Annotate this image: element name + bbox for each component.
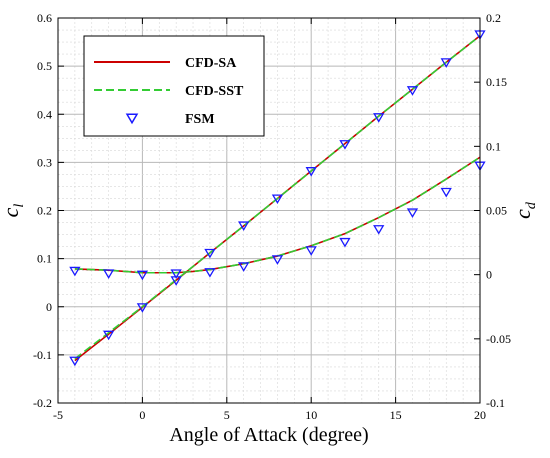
fsm-marker: [305, 167, 317, 177]
legend: CFD-SA CFD-SST FSM: [83, 35, 265, 137]
tick-layer: -5 0 5 10 15 20 -0.2 -0.1 0 0.1 0.2 0.3 0.4 0.5 0.6 -0.…: [33, 11, 511, 422]
fsm-marker: [305, 246, 317, 256]
fsm-marker: [238, 221, 250, 231]
fsm-marker: [339, 237, 351, 248]
y-tick-label: 0.1: [37, 252, 52, 266]
y-tick-label: -0.1: [33, 348, 52, 362]
x-tick-label: 10: [305, 408, 317, 422]
legend-label-fsm: FSM: [185, 112, 215, 127]
series-cfd-sst-cl: [74, 35, 481, 360]
fsm-marker: [440, 187, 452, 198]
legend-label-cfd-sa: CFD-SA: [185, 56, 237, 71]
fsm-marker: [136, 270, 149, 281]
y2-tick-label: 0.15: [486, 75, 507, 89]
x-tick-label: 0: [139, 408, 145, 422]
fsm-marker: [103, 330, 115, 341]
y-tick-label: 0: [46, 300, 52, 314]
y2-tick-label: 0.1: [486, 139, 501, 153]
fsm-marker: [373, 113, 385, 123]
fsm-marker: [136, 303, 149, 313]
y2-tick-label: 0: [486, 268, 492, 282]
fsm-marker: [69, 356, 81, 367]
y2-tick-label: -0.1: [486, 396, 505, 410]
y-tick-label: 0.6: [37, 11, 52, 25]
fsm-marker: [204, 248, 216, 259]
fsm-marker: [271, 194, 284, 205]
series-cfd-sst-cd: [74, 156, 481, 274]
y-tick-label: 0.3: [37, 155, 52, 169]
y-axis-title-sub: l: [12, 204, 27, 208]
fsm-marker: [238, 262, 250, 272]
y-axis-title-base: c: [0, 207, 23, 217]
x-tick-label: -5: [53, 408, 63, 422]
fsm-marker: [406, 86, 419, 96]
legend-box: [83, 35, 265, 137]
x-tick-label: 20: [474, 408, 486, 422]
marker-layer: [69, 30, 486, 367]
curve-layer: [74, 35, 481, 362]
y-axis-title: cl: [0, 204, 27, 218]
y2-axis-title-sub: d: [524, 201, 539, 209]
fsm-marker: [103, 269, 115, 279]
fsm-marker: [69, 266, 81, 277]
y2-tick-label: 0.05: [486, 204, 507, 218]
y2-tick-label: 0.2: [486, 11, 501, 25]
fsm-marker: [204, 268, 216, 278]
y-tick-label: -0.2: [33, 396, 52, 410]
legend-swatch-fsm: [125, 113, 139, 125]
x-tick-label: 15: [390, 408, 402, 422]
fsm-marker: [440, 58, 452, 68]
y-tick-label: 0.5: [37, 59, 52, 73]
legend-label-cfd-sst: CFD-SST: [185, 84, 244, 99]
fsm-marker: [406, 208, 419, 218]
y2-tick-label: -0.05: [486, 332, 511, 346]
y-tick-label: 0.2: [37, 204, 52, 218]
x-tick-label: 5: [224, 408, 230, 422]
fsm-marker: [170, 269, 182, 279]
x-axis-title: Angle of Attack (degree): [169, 424, 368, 446]
y2-axis-title: cd: [510, 201, 539, 219]
fsm-marker: [271, 255, 284, 265]
fsm-marker: [373, 225, 385, 235]
y-tick-label: 0.4: [37, 107, 52, 121]
y2-axis-title-base: c: [510, 209, 535, 219]
fsm-marker: [339, 140, 351, 150]
